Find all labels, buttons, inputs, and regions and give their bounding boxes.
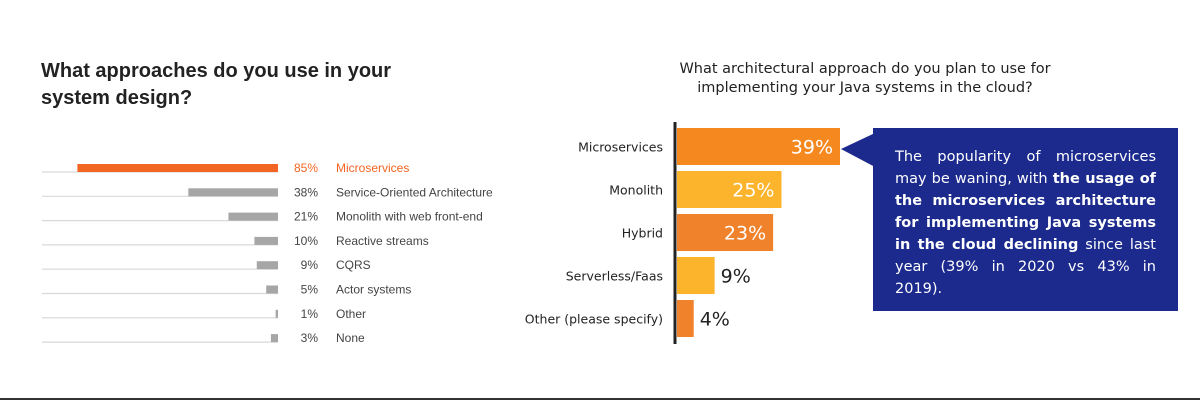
- left-value-label: 38%: [294, 185, 318, 199]
- left-bar: [270, 334, 278, 343]
- right-category-label: Hybrid: [622, 226, 663, 241]
- right-bar-chart: Microservices 39% Monolith 25% Hybrid 23% Serv…: [525, 122, 840, 344]
- left-value-label: 85%: [294, 161, 318, 175]
- right-bar: [677, 300, 694, 337]
- right-bar: [677, 214, 774, 251]
- right-category-label: Monolith: [609, 183, 663, 198]
- left-bar: [188, 188, 278, 197]
- callout-text-1: The popularity of microservices may be w…: [895, 149, 1156, 187]
- right-bar: [677, 257, 715, 294]
- left-category-label: CQRS: [336, 258, 371, 272]
- left-category-label: Monolith with web front-end: [336, 210, 483, 224]
- callout-box: The popularity of microservices may be w…: [873, 128, 1178, 311]
- left-category-label: None: [336, 331, 365, 345]
- left-bar: [228, 212, 278, 221]
- right-value-label: 39%: [791, 137, 833, 159]
- left-value-label: 9%: [301, 258, 319, 272]
- left-value-label: 1%: [301, 307, 319, 321]
- right-bar: [677, 128, 840, 165]
- left-category-label: Microservices: [336, 161, 409, 175]
- right-category-label: Microservices: [578, 140, 663, 155]
- left-category-label: Actor systems: [336, 283, 411, 297]
- left-value-label: 10%: [294, 234, 318, 248]
- left-bar: [266, 285, 278, 294]
- right-category-label: Serverless/Faas: [566, 269, 663, 284]
- left-bar: [275, 309, 278, 318]
- callout-text-2: since last year (39% in 2020 vs 43% in 2…: [895, 237, 1156, 297]
- right-value-label: 25%: [732, 180, 774, 202]
- right-chart-title-line-1: What architectural approach do you plan …: [679, 61, 1051, 77]
- right-value-label: 23%: [724, 223, 766, 245]
- left-value-label: 3%: [301, 331, 319, 345]
- right-value-label: 4%: [700, 309, 730, 331]
- left-chart-title: What approaches do you use in your syste…: [41, 60, 392, 109]
- left-bar-chart: 85% Microservices 38% Service-Oriented Arch…: [42, 161, 493, 345]
- left-value-label: 5%: [301, 283, 319, 297]
- right-chart-title: What architectural approach do you plan …: [620, 60, 1110, 98]
- right-bar: [677, 171, 782, 208]
- left-category-label: Reactive streams: [336, 234, 429, 248]
- left-bar: [256, 261, 278, 270]
- bottom-divider: [0, 398, 1200, 400]
- left-value-label: 21%: [294, 210, 318, 224]
- callout-text-bold: the usage of the microservices architect…: [895, 171, 1156, 253]
- right-value-label: 9%: [721, 266, 751, 288]
- left-category-label: Service-Oriented Architecture: [336, 185, 493, 199]
- right-category-label: Other (please specify): [525, 312, 663, 327]
- left-category-label: Other: [336, 307, 366, 321]
- callout-pointer: [841, 133, 875, 167]
- left-bar: [254, 236, 278, 245]
- left-bar: [77, 164, 279, 172]
- right-chart-title-line-2: implementing your Java systems in the cl…: [697, 80, 1033, 96]
